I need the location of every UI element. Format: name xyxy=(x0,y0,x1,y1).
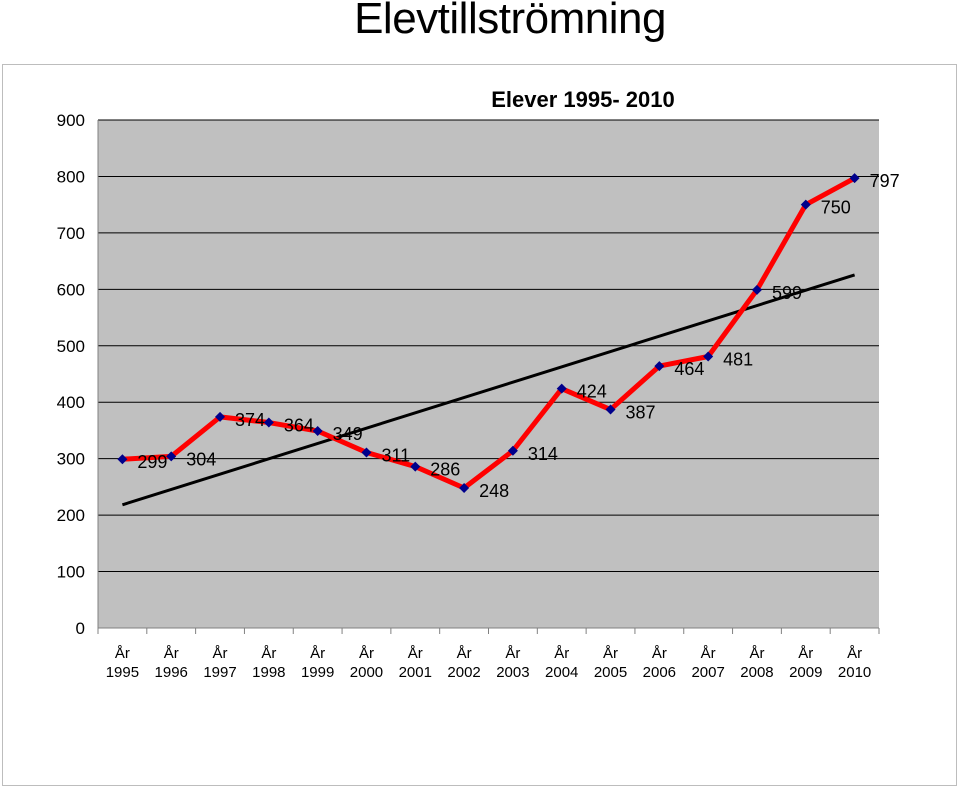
y-tick-label: 200 xyxy=(57,506,85,525)
data-point xyxy=(215,411,226,422)
x-tick-label: År 2001 xyxy=(399,645,432,681)
data-label: 304 xyxy=(186,449,216,469)
data-point xyxy=(654,361,665,372)
data-point xyxy=(605,404,616,415)
y-tick-label: 400 xyxy=(57,393,85,412)
x-tick-label: År 2009 xyxy=(789,645,822,681)
data-label: 387 xyxy=(626,403,656,423)
data-label: 364 xyxy=(284,416,314,436)
x-tick-label: År 2004 xyxy=(545,645,578,681)
data-label: 481 xyxy=(723,350,753,370)
page-title: Elevtillströmning xyxy=(354,0,666,43)
x-tick-label: År 2010 xyxy=(838,645,871,681)
data-point xyxy=(410,461,421,472)
plot-area xyxy=(98,120,879,628)
x-tick-label: År 1995 xyxy=(106,645,139,681)
data-point xyxy=(800,199,811,210)
chart-frame: Elever 1995- 2010 0 100 200 300 400 500 600 700… xyxy=(2,64,957,786)
x-tick-label: År 1999 xyxy=(301,645,334,681)
x-tick-label: År 2005 xyxy=(594,645,627,681)
y-tick-label: 0 xyxy=(76,619,85,638)
data-point xyxy=(117,454,128,465)
data-point xyxy=(166,451,177,462)
data-point xyxy=(361,447,372,458)
data-point xyxy=(703,351,714,362)
data-label: 286 xyxy=(430,460,460,480)
data-point xyxy=(459,483,470,494)
data-label: 299 xyxy=(137,452,167,472)
data-label: 374 xyxy=(235,410,265,430)
y-tick-label: 800 xyxy=(57,167,85,186)
trendline xyxy=(121,273,856,507)
x-tick-label: År 2002 xyxy=(447,645,480,681)
data-point xyxy=(263,417,274,428)
x-tick-label: År 2008 xyxy=(740,645,773,681)
series-line xyxy=(122,175,856,491)
data-point xyxy=(312,426,323,437)
data-label: 314 xyxy=(528,444,558,464)
x-tick-label: År 1998 xyxy=(252,645,285,681)
y-tick-label: 500 xyxy=(57,337,85,356)
x-tick-label: År 2003 xyxy=(496,645,529,681)
data-label: 599 xyxy=(772,283,802,303)
y-tick-label: 600 xyxy=(57,280,85,299)
chart-title: Elever 1995- 2010 xyxy=(491,87,675,112)
y-tick-label: 700 xyxy=(57,224,85,243)
x-tick-label: År 1997 xyxy=(203,645,236,681)
data-point xyxy=(751,284,762,295)
y-tick-label: 300 xyxy=(57,450,85,469)
x-tick-label: År 2007 xyxy=(691,645,724,681)
data-point xyxy=(507,445,518,456)
x-tick-label: År 2000 xyxy=(350,645,383,681)
data-label: 797 xyxy=(870,171,900,191)
data-point xyxy=(556,383,567,394)
y-tick-label: 900 xyxy=(57,111,85,130)
data-label: 464 xyxy=(674,359,704,379)
data-label: 424 xyxy=(577,382,607,402)
line-chart: Elever 1995- 2010 0 100 200 300 400 500 600 700… xyxy=(57,87,900,681)
x-tick-label: År 2006 xyxy=(643,645,676,681)
data-label: 311 xyxy=(381,445,410,465)
data-label: 349 xyxy=(333,424,363,444)
data-point xyxy=(849,173,860,184)
data-label: 248 xyxy=(479,481,509,501)
y-tick-label: 100 xyxy=(57,563,85,582)
x-tick-label: År 1996 xyxy=(155,645,188,681)
data-label: 750 xyxy=(821,198,851,218)
